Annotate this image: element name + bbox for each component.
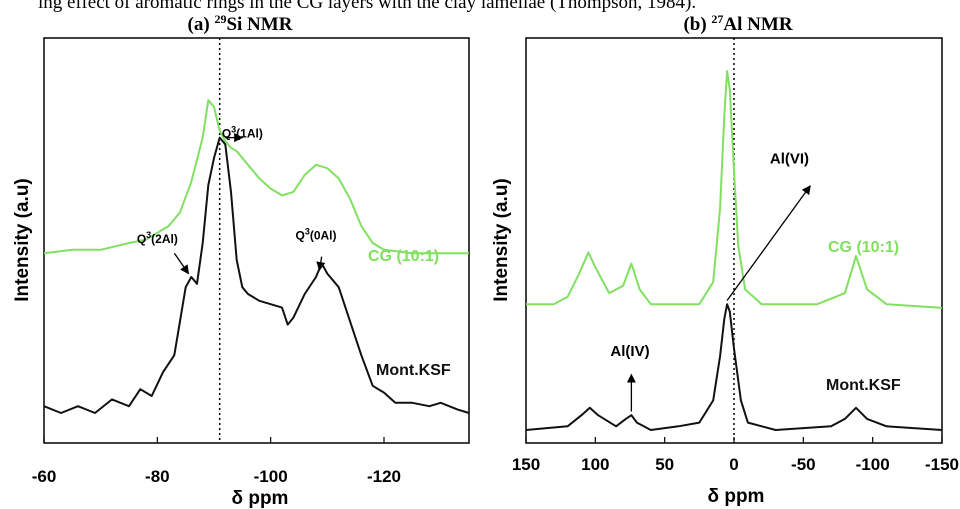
panel-a-x-tick-label: -120 bbox=[367, 467, 401, 486]
panel-b-data-layer: 150 100 50 0 -50 -100 -150 Al(VI) Al(IV) bbox=[512, 38, 959, 474]
panel-a-annotation-label: Q3(2Al) bbox=[137, 230, 178, 246]
panel-b-title: (b) 27Al NMR bbox=[683, 12, 792, 35]
panel-b-x-tick-label: 0 bbox=[729, 455, 738, 474]
panel-a-x-axis-label: δ ppm bbox=[232, 488, 289, 509]
panel-b-x-tick-label: -150 bbox=[925, 455, 959, 474]
panel-b-x-tick-label: 100 bbox=[581, 455, 609, 474]
panel-a-series-1-line bbox=[43, 136, 470, 414]
panel-a-annotation-arrow bbox=[316, 256, 326, 272]
panel-b-annotation-label: Al(VI) bbox=[770, 151, 809, 168]
panel-b-annotation-arrow bbox=[726, 185, 811, 301]
caption-fragment: ing effect of aromatic rings in the CG l… bbox=[38, 0, 696, 13]
panel-a-x-tick-label: -60 bbox=[32, 467, 57, 486]
panel-a-annotation-label: Q3(0Al) bbox=[295, 227, 336, 243]
panel-b-series-label-cg: CG (10:1) bbox=[828, 239, 899, 256]
panel-29si-nmr: (a) 29Si NMR Intensity (a.u) δ ppm -60 -8… bbox=[12, 12, 470, 509]
panel-a-x-tick-label: -100 bbox=[254, 467, 288, 486]
panel-b-series-1-line bbox=[525, 303, 943, 431]
panel-a-annotation-label: Q3(1Al) bbox=[222, 125, 263, 141]
panel-a-plot-frame bbox=[43, 37, 470, 444]
panel-27al-nmr: (b) 27Al NMR Intensity (a.u) δ ppm 150 10… bbox=[491, 12, 959, 507]
panel-a-data-layer: -60 -80 -100 -120 Q3(1Al) Q3(2Al) Q3(0Al) bbox=[32, 38, 470, 486]
panel-a-y-axis-label: Intensity (a.u) bbox=[12, 178, 33, 302]
panel-a-title: (a) 29Si NMR bbox=[188, 12, 293, 35]
panel-a-series-label-cg: CG (10:1) bbox=[368, 248, 439, 265]
panel-a-series-label-ksf: Mont.KSF bbox=[376, 362, 451, 379]
panel-b-x-tick-label: -100 bbox=[856, 455, 890, 474]
panel-a-x-tick-label: -80 bbox=[145, 467, 170, 486]
panel-b-series-0-line bbox=[526, 70, 943, 309]
panel-a-annotation-arrow bbox=[173, 252, 190, 275]
panel-b-x-tick-label: -50 bbox=[791, 455, 816, 474]
panel-b-x-tick-label: 150 bbox=[512, 455, 540, 474]
panel-b-annotation-label: Al(IV) bbox=[610, 343, 649, 360]
panel-b-x-tick-label: 50 bbox=[655, 455, 674, 474]
panel-a-series-0-line bbox=[43, 99, 469, 255]
panel-b-y-axis-label: Intensity (a.u) bbox=[491, 178, 512, 302]
panel-b-series-label-ksf: Mont.KSF bbox=[826, 377, 901, 394]
panel-b-x-axis-label: δ ppm bbox=[708, 486, 765, 507]
